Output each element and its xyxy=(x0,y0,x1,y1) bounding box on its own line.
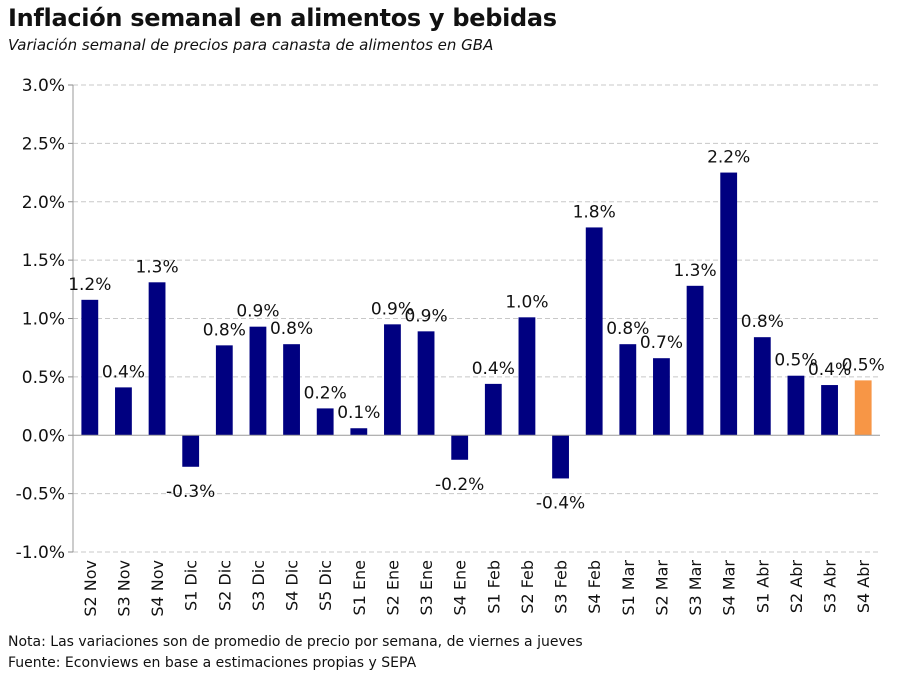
bar-s4-dic xyxy=(283,344,300,436)
bar-s3-abr xyxy=(821,385,838,436)
x-tick-label: S1 Dic xyxy=(182,560,201,611)
bar-s4-nov xyxy=(148,282,166,436)
data-label: 0.4% xyxy=(102,362,145,382)
y-tick-label: -0.5% xyxy=(16,485,65,505)
bar-s1-ene xyxy=(350,428,368,436)
bar-s4-mar xyxy=(720,172,738,436)
bar-s1-abr xyxy=(753,337,771,436)
x-tick-label: S5 Dic xyxy=(316,560,335,611)
y-tick-label: -1.0% xyxy=(16,543,65,563)
x-tick-label: S2 Abr xyxy=(787,560,806,614)
bar-s2-ene xyxy=(384,324,401,436)
x-tick-label: S1 Ene xyxy=(350,560,369,616)
x-tick-label: S1 Feb xyxy=(484,560,503,614)
x-tick-label: S3 Ene xyxy=(417,560,436,616)
data-label: 0.1% xyxy=(337,403,380,423)
data-label: -0.2% xyxy=(435,475,484,495)
bar-s2-feb xyxy=(518,317,536,436)
y-tick-label: 1.0% xyxy=(22,310,65,330)
bar-s1-mar xyxy=(619,344,637,436)
x-tick-label: S3 Abr xyxy=(821,560,840,614)
chart-title: Inflación semanal en alimentos y bebidas xyxy=(8,4,557,32)
data-label: 0.8% xyxy=(741,312,784,332)
data-label: -0.4% xyxy=(536,493,585,513)
bar-s2-abr xyxy=(787,375,805,436)
bar-s1-feb xyxy=(484,383,502,436)
x-tick-label: S4 Abr xyxy=(854,560,873,614)
x-tick-label: S4 Nov xyxy=(148,560,167,617)
data-label: 0.8% xyxy=(606,319,649,339)
bar-s4-feb xyxy=(585,227,603,436)
y-tick-label: 2.5% xyxy=(22,134,65,154)
bar-s2-nov xyxy=(81,299,99,436)
data-label: 1.3% xyxy=(135,257,178,277)
bar-s3-mar xyxy=(686,285,704,436)
x-tick-label: S2 Feb xyxy=(518,560,537,614)
footer-note: Nota: Las variaciones son de promedio de… xyxy=(8,634,583,650)
data-label: 0.4% xyxy=(808,360,851,380)
x-tick-label: S4 Feb xyxy=(585,560,604,614)
bar-s4-ene xyxy=(451,435,469,460)
data-label: 0.7% xyxy=(640,333,683,353)
y-tick-label: 1.5% xyxy=(22,251,65,271)
x-tick-label: S2 Mar xyxy=(652,560,671,616)
bar-s2-mar xyxy=(653,358,670,436)
data-label: 0.8% xyxy=(270,319,313,339)
data-label: 0.5% xyxy=(774,351,817,371)
bar-s3-dic xyxy=(249,326,267,436)
data-label: 1.0% xyxy=(505,292,548,312)
bar-s3-feb xyxy=(552,435,569,479)
data-label: 0.2% xyxy=(304,383,347,403)
bar-s2-dic xyxy=(215,345,233,436)
x-tick-label: S3 Dic xyxy=(249,560,268,611)
x-tick-label: S1 Abr xyxy=(753,560,772,614)
data-label: 1.3% xyxy=(673,261,716,281)
data-label: 0.5% xyxy=(842,355,885,375)
data-label: 0.4% xyxy=(472,359,515,379)
bar-s4-abr xyxy=(854,380,872,436)
y-tick-label: 0.5% xyxy=(22,368,65,388)
data-label: 2.2% xyxy=(707,148,750,168)
bar-s1-dic xyxy=(182,435,200,467)
x-tick-label: S4 Ene xyxy=(451,560,470,616)
data-label: 0.9% xyxy=(371,299,414,319)
x-tick-label: S3 Feb xyxy=(552,560,571,614)
data-label: 0.8% xyxy=(203,320,246,340)
x-tick-label: S3 Mar xyxy=(686,560,705,616)
data-label: 1.2% xyxy=(68,275,111,295)
data-label: -0.3% xyxy=(166,482,215,502)
x-tick-label: S2 Dic xyxy=(215,560,234,611)
footer-source: Fuente: Econviews en base a estimaciones… xyxy=(8,655,417,671)
x-tick-label: S2 Nov xyxy=(81,560,100,617)
chart-subtitle: Variación semanal de precios para canast… xyxy=(8,36,494,54)
bar-s3-ene xyxy=(417,331,435,436)
x-tick-label: S2 Ene xyxy=(383,560,402,616)
x-tick-label: S3 Nov xyxy=(114,560,133,617)
bar-s5-dic xyxy=(316,408,334,436)
x-tick-label: S4 Dic xyxy=(283,560,302,611)
y-tick-label: 3.0% xyxy=(22,76,65,96)
data-label: 0.9% xyxy=(236,302,279,322)
y-tick-label: 0.0% xyxy=(22,426,65,446)
y-tick-label: 2.0% xyxy=(22,193,65,213)
data-label: 0.9% xyxy=(404,306,447,326)
bar-s3-nov xyxy=(115,387,132,436)
x-tick-label: S1 Mar xyxy=(619,560,638,616)
x-tick-label: S4 Mar xyxy=(720,560,739,616)
data-label: 1.8% xyxy=(573,202,616,222)
